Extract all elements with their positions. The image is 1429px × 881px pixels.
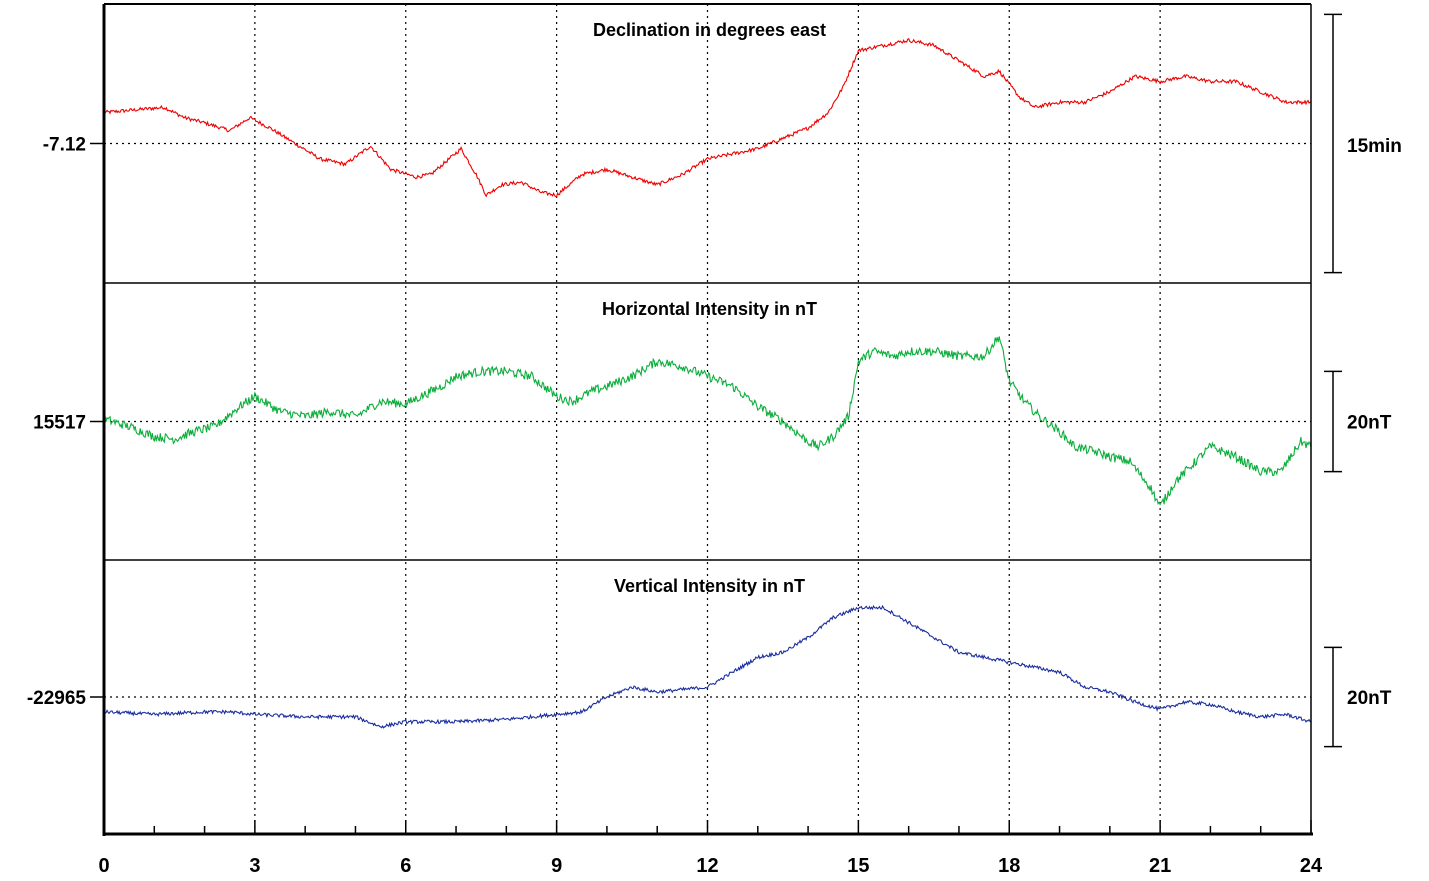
panel-title: Declination in degrees east (593, 20, 826, 40)
x-tick-label: 6 (400, 855, 411, 877)
reference-label: -22965 (27, 688, 87, 709)
series-line-horizontal (103, 336, 1312, 506)
scale-label: 20nT (1347, 413, 1392, 434)
series-line-declination (103, 37, 1312, 198)
panel-title: Horizontal Intensity in nT (602, 299, 817, 319)
panel-title: Vertical Intensity in nT (614, 576, 805, 596)
reference-label: -7.12 (43, 135, 86, 156)
x-tick-label: 12 (696, 855, 718, 877)
x-tick-label: 15 (847, 855, 869, 877)
reference-label: 15517 (33, 413, 86, 434)
x-tick-label: 0 (98, 855, 109, 877)
scale-label: 15min (1347, 136, 1402, 157)
series-line-vertical (103, 604, 1312, 729)
x-tick-label: 21 (1149, 855, 1171, 877)
x-tick-label: 24 (1300, 855, 1323, 877)
scale-label: 20nT (1347, 688, 1392, 709)
x-tick-label: 18 (998, 855, 1020, 877)
x-tick-label: 3 (249, 855, 260, 877)
x-tick-label: 9 (551, 855, 562, 877)
